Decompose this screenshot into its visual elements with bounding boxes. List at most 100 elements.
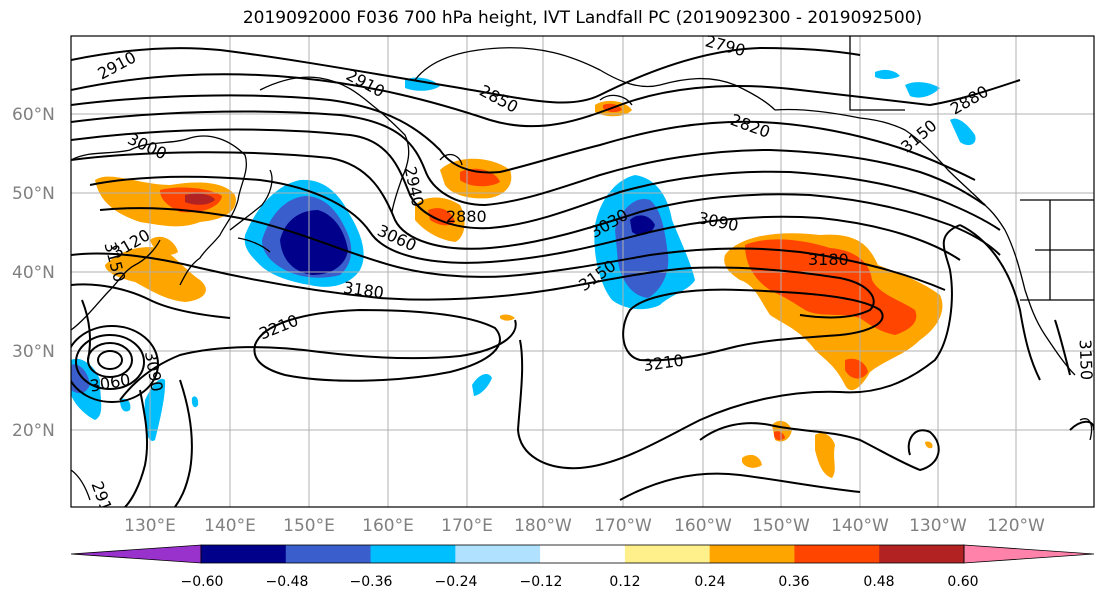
contour-line [89, 175, 961, 264]
ivt-negative-area [950, 118, 976, 146]
lon-label: 170°E [441, 516, 493, 536]
colorbar-tick-label: 0.36 [778, 574, 809, 590]
colorbar-tick-label: −0.12 [520, 574, 563, 590]
colorbar-tick-label: −0.48 [266, 574, 309, 590]
contour-line [959, 224, 1041, 381]
colorbar-border [200, 544, 965, 564]
contour-line [71, 110, 986, 207]
ivt-negative-area [875, 69, 900, 80]
coastline [849, 36, 905, 111]
colorbar-swatch [540, 545, 626, 563]
colorbar-swatch [370, 545, 456, 563]
ivt-positive-area [742, 454, 762, 468]
colorbar-extend-high [963, 544, 1095, 564]
lon-label: 130°W [909, 516, 967, 536]
contour-line [516, 224, 961, 470]
contour-line [619, 472, 861, 501]
coastline [259, 76, 410, 213]
ivt-negative-area [615, 199, 669, 298]
contour-label: 3150 [1076, 339, 1096, 380]
contour-line [71, 128, 1001, 231]
lon-label: 140°E [204, 516, 256, 536]
lat-label-60n: 60°N [12, 105, 55, 125]
colorbar-tick-label: 0.60 [947, 574, 978, 590]
contour-line [124, 389, 149, 507]
colorbar-tick-label: 0.12 [609, 574, 640, 590]
contour-line [119, 319, 517, 401]
coastline [599, 94, 633, 106]
coastline [774, 108, 1006, 231]
map-frame [70, 35, 1095, 508]
contour-line [75, 334, 145, 390]
ivt-positive-area [428, 208, 455, 226]
colorbar-swatch [879, 545, 965, 563]
lon-label: 120°W [987, 516, 1045, 536]
colorbar-tick-label: −0.24 [435, 574, 478, 590]
longitude-labels: 130°E 140°E 150°E 160°E 170°E 180°W 170°… [124, 516, 1045, 536]
lon-label: 150°W [752, 516, 810, 536]
contour-line [71, 73, 1021, 128]
contour-line [99, 207, 946, 291]
contour-line [71, 325, 159, 403]
ivt-negative-area [191, 396, 199, 408]
coastline [439, 153, 463, 166]
graticule [71, 36, 1094, 507]
contour-line [622, 288, 884, 362]
contour-line [97, 350, 123, 370]
lon-label: 130°E [124, 516, 176, 536]
colorbar-swatch [794, 545, 880, 563]
colorbar-extend-low [70, 544, 202, 564]
colorbar-swatches [70, 544, 1095, 564]
contour-line [699, 422, 940, 472]
contour-line [174, 379, 193, 507]
lon-label: 170°W [594, 516, 652, 536]
ivt-positive-area [774, 431, 785, 441]
contour-line [71, 46, 861, 104]
ivt-negative-area [905, 82, 940, 98]
colorbar-swatch [709, 545, 795, 563]
colorbar-swatch [624, 545, 711, 563]
colorbar-tick-label: 0.48 [863, 574, 894, 590]
coastline [71, 469, 91, 501]
ivt-positive-area [815, 433, 835, 478]
lat-label-20n: 20°N [12, 421, 55, 441]
ivt-negative-area [472, 374, 492, 396]
contour-line [1054, 319, 1071, 376]
coastline [71, 135, 247, 286]
contour-line [71, 94, 976, 181]
ivt-positive-area [185, 193, 215, 205]
ivt-negative-area [630, 215, 655, 236]
map-title: 2019092000 F036 700 hPa height, IVT Land… [242, 8, 923, 28]
coastline [229, 169, 273, 253]
ivt-positive-area [150, 236, 178, 255]
colorbar: −0.60 −0.48 −0.36 −0.24 −0.12 0.12 0.24 … [70, 544, 1095, 590]
colorbar-tick-label: 0.24 [694, 574, 725, 590]
height-contours [71, 46, 1094, 507]
contour-line [71, 151, 1001, 256]
lat-label-40n: 40°N [12, 263, 55, 283]
latitude-labels: 60°N 50°N 40°N 30°N 20°N [12, 105, 55, 441]
colorbar-swatch [285, 545, 372, 563]
ivt-positive-area [845, 358, 868, 379]
colorbar-swatch [201, 545, 287, 563]
colorbar-ticks: −0.60 −0.48 −0.36 −0.24 −0.12 0.12 0.24 … [181, 574, 979, 590]
colorbar-tick-label: −0.36 [350, 574, 393, 590]
ivt-positive-area [500, 314, 515, 321]
contour-line [87, 342, 133, 378]
contour-label: 3180 [808, 250, 849, 269]
lat-label-30n: 30°N [12, 342, 55, 362]
lon-label: 150°E [283, 516, 335, 536]
ivt-positive-area [105, 247, 206, 302]
ivt-positive-area [745, 239, 917, 335]
lon-label: 180°W [514, 516, 572, 536]
colorbar-tick-label: −0.60 [181, 574, 224, 590]
colorbar-swatch [455, 545, 541, 563]
ivt-positive-area [925, 441, 933, 449]
coastline [1020, 199, 1094, 301]
coastline [71, 239, 161, 331]
contour-label: 2880 [446, 207, 487, 226]
lon-label: 160°W [674, 516, 732, 536]
ivt-negative-area [280, 210, 348, 275]
contour-line [71, 283, 231, 319]
